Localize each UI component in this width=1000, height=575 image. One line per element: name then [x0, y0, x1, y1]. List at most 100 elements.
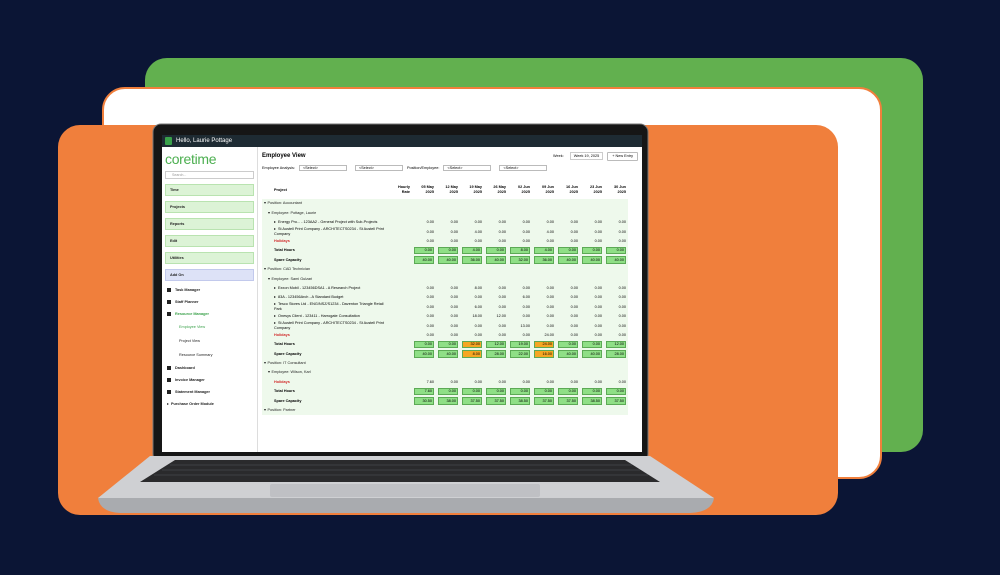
spacer-cell — [262, 227, 272, 236]
hours-value: 0.00 — [570, 238, 578, 243]
hours-value: 0.00 — [498, 323, 506, 328]
hours-cell: 8.00 — [508, 246, 532, 255]
week-label: Week: — [553, 154, 564, 158]
hours-cell: 0.00 — [532, 377, 556, 386]
hours-cell: 28.00 — [484, 349, 508, 358]
menu-item[interactable]: Edit — [165, 235, 254, 247]
hours-value: 8.00 — [510, 246, 530, 255]
menu-item[interactable]: Projects — [165, 201, 254, 213]
hours-value: 0.00 — [450, 323, 458, 328]
spacer-cell — [262, 284, 272, 293]
expand-icon — [274, 296, 276, 299]
hours-value: 37.50 — [606, 397, 626, 405]
hours-value: 0.00 — [450, 314, 458, 319]
menu-item[interactable]: Resource Manager — [165, 308, 254, 320]
hours-value: 40.00 — [558, 350, 578, 358]
hours-value: 12.00 — [606, 340, 626, 349]
hours-value: 0.00 — [426, 323, 434, 328]
hours-value: 0.00 — [522, 379, 530, 384]
menu-item[interactable]: Time — [165, 184, 254, 196]
rate-cell — [390, 312, 412, 321]
filter-select[interactable]: <Select> — [354, 165, 403, 171]
hours-cell: 0.00 — [604, 387, 628, 396]
hours-cell: 24.00 — [532, 330, 556, 339]
group-cell: Position: IT Consultant — [262, 359, 628, 368]
row-label: Spare Capacity — [274, 398, 302, 403]
menu-item[interactable]: Staff Planner — [165, 296, 254, 308]
group-cell: Position: Partner — [262, 406, 628, 415]
hours-cell: 16.00 — [532, 349, 556, 358]
hours-cell: 0.00 — [604, 227, 628, 236]
filter-label: Employee Analysis: — [262, 166, 295, 170]
hours-cell: 0.00 — [412, 227, 436, 236]
menu-label: Utilities — [170, 256, 184, 260]
hours-value: 37.50 — [558, 397, 578, 405]
menu-item[interactable]: Add On — [165, 269, 254, 281]
filter-select[interactable]: <Select> — [298, 165, 347, 171]
menu-item[interactable]: Project View — [165, 334, 254, 348]
spacer-cell — [262, 302, 272, 311]
menu-item[interactable]: Task Manager — [165, 284, 254, 296]
row-label: St Austell Print Company - ARCHITECTS023… — [274, 321, 384, 330]
hours-value: 0.00 — [546, 304, 554, 309]
holiday-row: Holidays 0.00 0.00 0.00 0.00 0.00 24.00 0.00 0.0… — [262, 330, 628, 339]
hours-cell: 0.00 — [436, 218, 460, 227]
hours-cell: 37.50 — [484, 396, 508, 405]
hours-cell: 0.00 — [412, 312, 436, 321]
hours-cell: 0.00 — [508, 237, 532, 246]
hours-value: 38.00 — [438, 397, 458, 405]
row-label-cell: Energy Pro... - 123AA2 - General Project… — [272, 218, 390, 227]
menu-label: Statement Manager — [175, 390, 211, 394]
expand-icon — [264, 362, 266, 365]
menu-item[interactable]: Utilities — [165, 252, 254, 264]
hours-value: 36.00 — [462, 256, 482, 264]
column-header: 30 Jun 2025 — [604, 181, 628, 199]
hours-value: 0.00 — [594, 229, 602, 234]
hours-value: 28.00 — [606, 350, 626, 358]
trackpad — [270, 484, 540, 497]
menu-label: Add On — [170, 273, 184, 277]
hours-value: 0.00 — [570, 332, 578, 337]
menu-item[interactable]: Statement Manager — [165, 386, 254, 398]
hours-value: 38.50 — [510, 397, 530, 405]
hours-cell: 0.00 — [508, 387, 532, 396]
hours-cell: 6.00 — [460, 302, 484, 311]
position-row: Position: Partner — [262, 406, 628, 415]
hours-cell: 40.00 — [436, 255, 460, 264]
hours-value: 0.00 — [606, 387, 626, 396]
hours-cell: 0.00 — [580, 218, 604, 227]
sidebar: coretime Search... Time Projects Reports Ed… — [162, 147, 258, 452]
filter-select[interactable]: <Select> — [443, 165, 492, 171]
project-row: Onesys Client - 123411 - Harrogate Consu… — [262, 312, 628, 321]
menu-item[interactable]: Purchase Order Module — [165, 398, 254, 410]
week-input[interactable]: Week 19, 2025 — [569, 152, 604, 160]
hours-cell: 0.00 — [580, 293, 604, 302]
hours-cell: 0.00 — [532, 387, 556, 396]
greeting: Hello, Laurie Pottage — [176, 138, 233, 144]
row-label: Holidays — [274, 332, 290, 337]
hours-value: 0.00 — [438, 340, 458, 349]
hours-value: 0.00 — [546, 323, 554, 328]
hours-cell: 0.00 — [556, 312, 580, 321]
hours-value: 0.00 — [474, 379, 482, 384]
filter-select[interactable]: <Select> — [499, 165, 548, 171]
menu-item[interactable]: Reports — [165, 218, 254, 230]
menu-item[interactable]: Invoice Manager — [165, 374, 254, 386]
position-row: Position: Accountant — [262, 199, 628, 208]
hours-value: 0.00 — [426, 332, 434, 337]
menu-label: Edit — [170, 239, 178, 243]
menu-item[interactable]: Employee View — [165, 320, 254, 334]
hours-cell: 37.50 — [460, 396, 484, 405]
hours-value: 0.00 — [534, 387, 554, 396]
menu-item[interactable]: Resource Summary — [165, 348, 254, 362]
hours-value: 0.00 — [618, 323, 626, 328]
search-box[interactable]: Search... — [165, 171, 254, 179]
menu-item[interactable]: Dashboard — [165, 362, 254, 374]
hours-value: 0.00 — [594, 379, 602, 384]
row-label: Spare Capacity — [274, 257, 302, 262]
new-entry-button[interactable]: + New Entry — [607, 151, 638, 161]
hours-cell: 0.00 — [508, 377, 532, 386]
hours-value: 40.00 — [582, 350, 602, 358]
hours-value: 0.00 — [414, 246, 434, 255]
